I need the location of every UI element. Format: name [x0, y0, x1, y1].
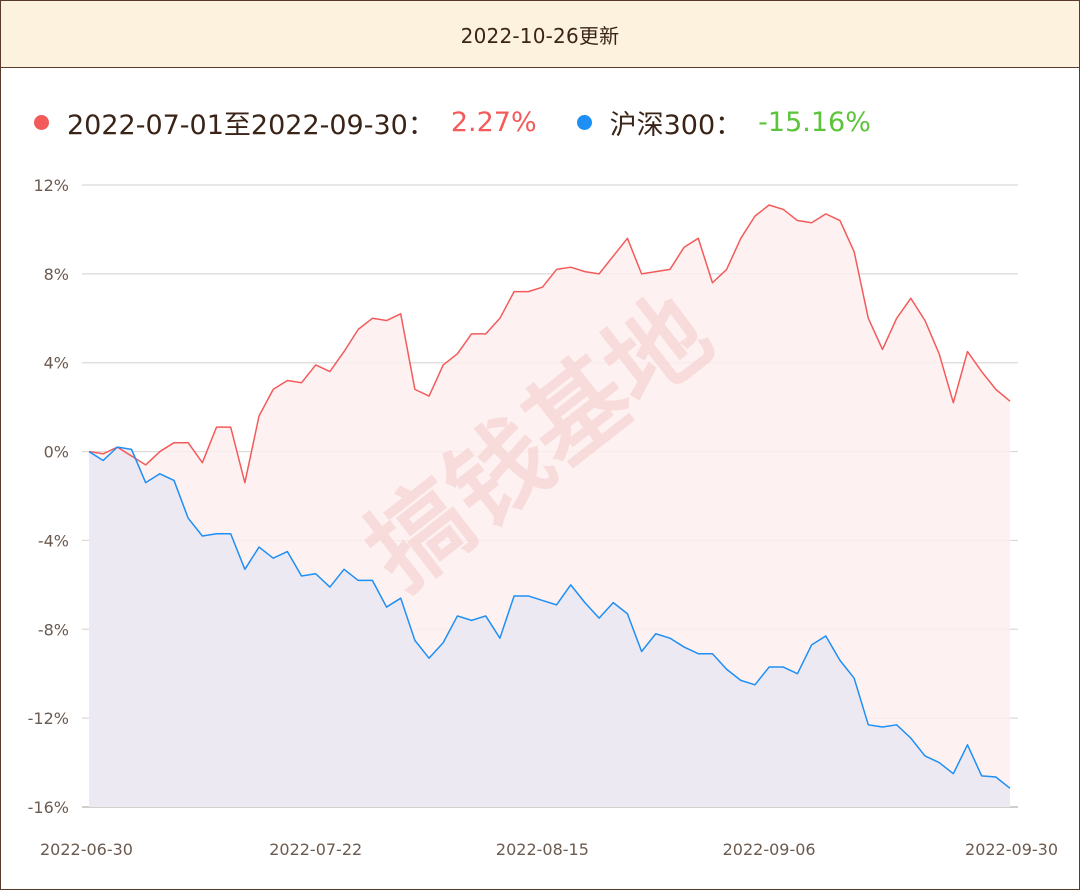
y-tick-label: 8% [44, 265, 69, 284]
x-axis-ticks: 2022-06-30 2022-07-22 2022-08-15 2022-09-06… [40, 840, 1058, 859]
legend-item-index[interactable]: 沪深300： -15.16% [576, 103, 871, 142]
series-area-1 [89, 447, 1010, 807]
update-date-text: 2022-10-26更新 [460, 23, 620, 48]
legend-item-portfolio[interactable]: 2022-07-01至2022-09-30： 2.27% [34, 103, 537, 142]
y-tick-label: 12% [33, 176, 69, 195]
update-header: 2022-10-26更新 [1, 1, 1079, 68]
y-tick-label: 0% [44, 443, 69, 462]
chart-legend: 2022-07-01至2022-09-30： 2.27% 沪深300： -15.… [34, 100, 871, 144]
series-line-0 [88, 204, 1011, 484]
legend-dot-portfolio [34, 114, 49, 130]
legend-value-portfolio: 2.27% [450, 106, 537, 138]
legend-value-index: -15.16% [758, 106, 871, 138]
y-tick-label: -8% [38, 620, 69, 639]
legend-label-index: 沪深300： [609, 109, 743, 141]
y-tick-label: -16% [28, 798, 69, 817]
series-areas [89, 204, 1010, 808]
y-tick-label: -12% [28, 709, 69, 728]
y-tick-label: -4% [38, 531, 69, 550]
series-line-1 [88, 446, 1011, 789]
x-tick-label: 2022-09-06 [723, 840, 816, 859]
legend-dot-index [576, 114, 592, 130]
x-tick-label: 2022-09-30 [965, 840, 1058, 859]
series-lines [88, 204, 1011, 789]
x-tick-label: 2022-06-30 [40, 840, 133, 859]
x-tick-label: 2022-08-15 [496, 840, 589, 859]
y-tick-label: 4% [44, 354, 69, 373]
x-tick-label: 2022-07-22 [269, 840, 362, 859]
legend-label-portfolio: 2022-07-01至2022-09-30： [67, 109, 435, 141]
y-axis-ticks: 12% 8% 4% 0% -4% -8% -12% -16% [28, 176, 69, 817]
